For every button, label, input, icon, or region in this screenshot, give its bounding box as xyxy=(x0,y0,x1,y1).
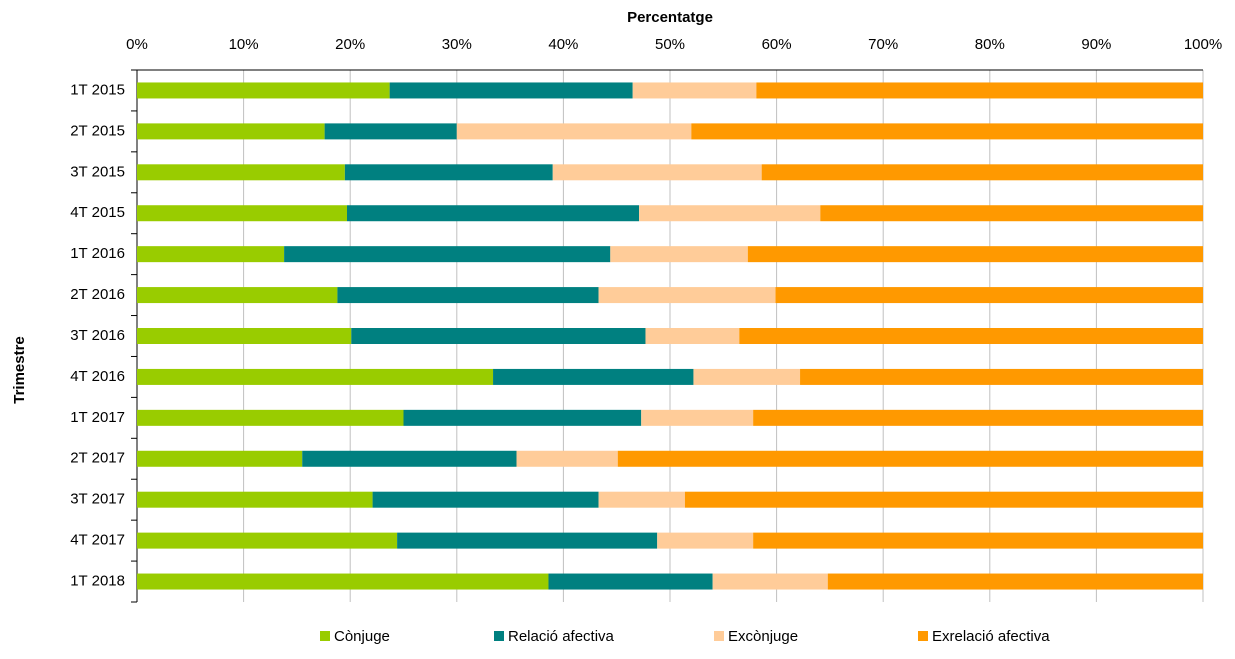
bar-segment xyxy=(820,205,1203,222)
bar-segment xyxy=(137,409,404,426)
bar-segment xyxy=(137,205,348,222)
bar-segment xyxy=(403,409,642,426)
y-tick-label: 1T 2015 xyxy=(70,81,125,98)
x-tick-label: 90% xyxy=(1081,36,1111,53)
bar-segment xyxy=(137,123,325,140)
y-tick-label: 3T 2015 xyxy=(70,163,125,180)
bar-segment xyxy=(548,573,713,590)
y-tick-label: 4T 2015 xyxy=(70,204,125,221)
legend-swatch xyxy=(918,631,928,641)
bar-segment xyxy=(389,82,633,99)
bar-segment xyxy=(516,450,618,467)
bar-segment xyxy=(598,287,776,304)
bar-segment xyxy=(493,368,694,385)
bar-segment xyxy=(747,246,1203,263)
y-tick-label: 2T 2016 xyxy=(70,286,125,303)
bar-segment xyxy=(598,491,685,508)
y-tick-label: 1T 2018 xyxy=(70,573,125,590)
bar-segment xyxy=(137,246,285,263)
x-tick-label: 50% xyxy=(655,36,685,53)
legend-label: Cònjuge xyxy=(334,628,390,645)
bar-segment xyxy=(397,532,658,549)
x-tick-label: 70% xyxy=(868,36,898,53)
bar-segment xyxy=(344,164,553,181)
bar-segment xyxy=(284,246,611,263)
legend-label: Relació afectiva xyxy=(508,628,615,645)
bar-segment xyxy=(684,491,1203,508)
legend-swatch xyxy=(714,631,724,641)
bar-segment xyxy=(739,328,1203,344)
bar-segment xyxy=(610,246,748,263)
bar-segment xyxy=(617,450,1203,467)
x-tick-label: 60% xyxy=(762,36,792,53)
bar-segment xyxy=(657,532,754,549)
bar-segment xyxy=(372,491,599,508)
y-tick-label: 2T 2017 xyxy=(70,450,125,467)
bar-segment xyxy=(137,491,373,508)
bar-segment xyxy=(639,205,821,222)
bar-segment xyxy=(641,409,754,426)
bar-segment xyxy=(753,409,1203,426)
bar-segment xyxy=(456,123,692,140)
y-tick-label: 3T 2016 xyxy=(70,327,125,344)
bar-segment xyxy=(351,328,646,344)
y-tick-label: 1T 2016 xyxy=(70,245,125,262)
x-tick-label: 100% xyxy=(1184,36,1222,53)
bar-segment xyxy=(137,164,345,181)
y-axis-title: Trimestre xyxy=(11,336,28,404)
bar-segment xyxy=(827,573,1203,590)
legend-swatch xyxy=(494,631,504,641)
bar-segment xyxy=(691,123,1203,140)
bar-segment xyxy=(645,328,740,344)
y-tick-label: 4T 2017 xyxy=(70,532,125,549)
bar-segment xyxy=(761,164,1203,181)
x-axis-title: Percentatge xyxy=(627,9,713,26)
x-tick-label: 80% xyxy=(975,36,1005,53)
bar-segment xyxy=(137,573,549,590)
legend-label: Excònjuge xyxy=(728,628,798,645)
bar-segment xyxy=(324,123,457,140)
y-tick-label: 1T 2017 xyxy=(70,409,125,426)
bar-segment xyxy=(337,287,599,304)
bar-segment xyxy=(693,368,801,385)
bar-segment xyxy=(552,164,762,181)
y-tick-label: 2T 2015 xyxy=(70,122,125,139)
bar-segment xyxy=(302,450,517,467)
bar-segment xyxy=(137,328,352,344)
x-tick-label: 30% xyxy=(442,36,472,53)
x-tick-label: 0% xyxy=(126,36,148,53)
bar-segment xyxy=(712,573,828,590)
x-tick-label: 20% xyxy=(335,36,365,53)
bar-segment xyxy=(137,450,303,467)
legend-label: Exrelació afectiva xyxy=(932,628,1050,645)
bar-segment xyxy=(800,368,1203,385)
legend-swatch xyxy=(320,631,330,641)
y-tick-label: 4T 2016 xyxy=(70,368,125,385)
x-tick-label: 10% xyxy=(229,36,259,53)
bar-segment xyxy=(137,532,398,549)
bar-segment xyxy=(137,82,390,99)
bar-segment xyxy=(137,287,338,304)
bar-segment xyxy=(775,287,1203,304)
bar-segment xyxy=(347,205,640,222)
bar-segment xyxy=(753,532,1203,549)
y-tick-label: 3T 2017 xyxy=(70,491,125,508)
bar-segment xyxy=(756,82,1203,99)
x-tick-label: 40% xyxy=(548,36,578,53)
bar-segment xyxy=(632,82,757,99)
bar-segment xyxy=(137,368,494,385)
